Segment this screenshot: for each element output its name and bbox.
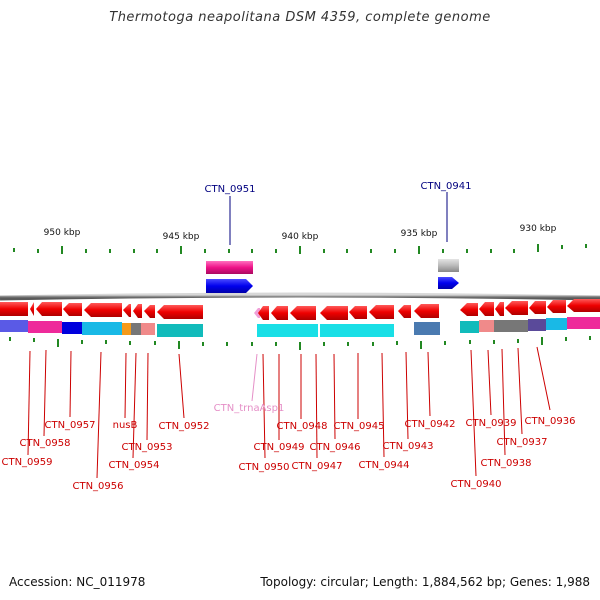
gene-feature[interactable] (495, 302, 504, 316)
gene-label-ctn-0956[interactable]: CTN_0956 (72, 481, 123, 492)
gene-label-ctn-0945[interactable]: CTN_0945 (333, 421, 384, 432)
gene-feature-trna[interactable] (254, 308, 260, 318)
gene-feature[interactable] (84, 303, 122, 317)
gene-feature[interactable] (157, 305, 203, 319)
gene-feature[interactable] (30, 302, 34, 316)
gene-feature[interactable] (144, 305, 155, 318)
scale-label-930: 930 kbp (520, 224, 557, 234)
gene-label-ctn-0940[interactable]: CTN_0940 (450, 479, 501, 490)
gene-label-ctn-0954[interactable]: CTN_0954 (108, 460, 159, 471)
gene-label-ctn-0941[interactable]: CTN_0941 (420, 181, 471, 192)
gene-feature[interactable] (529, 301, 546, 314)
reverse-strand-genes (0, 299, 600, 320)
gene-label-ctn-0947[interactable]: CTN_0947 (291, 461, 342, 472)
gene-feature[interactable] (479, 302, 494, 316)
gene-feature[interactable] (258, 306, 269, 320)
gene-label-ctn-0951[interactable]: CTN_0951 (204, 184, 255, 195)
scale-label-940: 940 kbp (282, 232, 319, 242)
genome-backbone (0, 292, 600, 301)
cog-color-band (0, 317, 600, 337)
scale-label-950: 950 kbp (44, 228, 81, 238)
gene-feature[interactable] (505, 301, 528, 315)
gene-feature-ctn-0941[interactable] (438, 277, 459, 289)
gene-label-ctn-0952[interactable]: CTN_0952 (158, 421, 209, 432)
gene-feature[interactable] (414, 304, 439, 318)
gene-feature[interactable] (63, 303, 82, 316)
gene-feature[interactable] (206, 261, 253, 274)
gene-label-ctn-0959[interactable]: CTN_0959 (1, 457, 52, 468)
gene-feature[interactable] (398, 305, 411, 318)
scale-label-935: 935 kbp (401, 229, 438, 239)
scale-ticks (13, 244, 587, 254)
accession-text: Accession: NC_011978 (9, 575, 146, 589)
gene-label-ctn-0946[interactable]: CTN_0946 (309, 442, 360, 453)
gene-label-ctn-0944[interactable]: CTN_0944 (358, 460, 409, 471)
gene-feature[interactable] (438, 259, 459, 272)
gene-label-ctn-0939[interactable]: CTN_0939 (465, 418, 516, 429)
gene-feature[interactable] (320, 306, 348, 320)
scale-label-945: 945 kbp (163, 232, 200, 242)
gene-label-ctn-0943[interactable]: CTN_0943 (382, 441, 433, 452)
gene-label-ctn-0957[interactable]: CTN_0957 (44, 420, 95, 431)
gene-label-ctn-0950[interactable]: CTN_0950 (238, 462, 289, 473)
gene-label-ctn-0938[interactable]: CTN_0938 (480, 458, 531, 469)
gene-feature[interactable] (349, 306, 367, 319)
genome-summary-text: Topology: circular; Length: 1,884,562 bp… (260, 575, 590, 589)
gene-feature[interactable] (567, 299, 600, 312)
gene-label-ctn-0958[interactable]: CTN_0958 (19, 438, 70, 449)
gene-feature[interactable] (290, 306, 316, 320)
gene-feature[interactable] (123, 304, 131, 317)
gene-feature[interactable] (460, 303, 478, 316)
gene-feature[interactable] (547, 300, 566, 313)
gene-label-ctn-trnaasp1[interactable]: CTN_trnaAsp1 (214, 403, 285, 414)
gene-feature[interactable] (133, 304, 142, 318)
gene-label-ctn-0942[interactable]: CTN_0942 (404, 419, 455, 430)
gene-label-ctn-0949[interactable]: CTN_0949 (253, 442, 304, 453)
gene-feature[interactable] (36, 302, 62, 316)
gene-label-ctn-0937[interactable]: CTN_0937 (496, 437, 547, 448)
gene-feature-ctn-0951[interactable] (206, 279, 253, 293)
gene-feature[interactable] (0, 302, 28, 316)
gene-label-nusb[interactable]: nusB (113, 420, 138, 431)
gene-label-ctn-0948[interactable]: CTN_0948 (276, 421, 327, 432)
gene-label-ctn-0953[interactable]: CTN_0953 (121, 442, 172, 453)
gene-label-ctn-0936[interactable]: CTN_0936 (524, 416, 575, 427)
scale-ticks-lower (9, 336, 591, 350)
label-leader-lines (27, 192, 551, 479)
map-title: Thermotoga neapolitana DSM 4359, complet… (109, 10, 491, 25)
gene-feature[interactable] (271, 306, 288, 320)
gene-feature[interactable] (369, 305, 394, 319)
